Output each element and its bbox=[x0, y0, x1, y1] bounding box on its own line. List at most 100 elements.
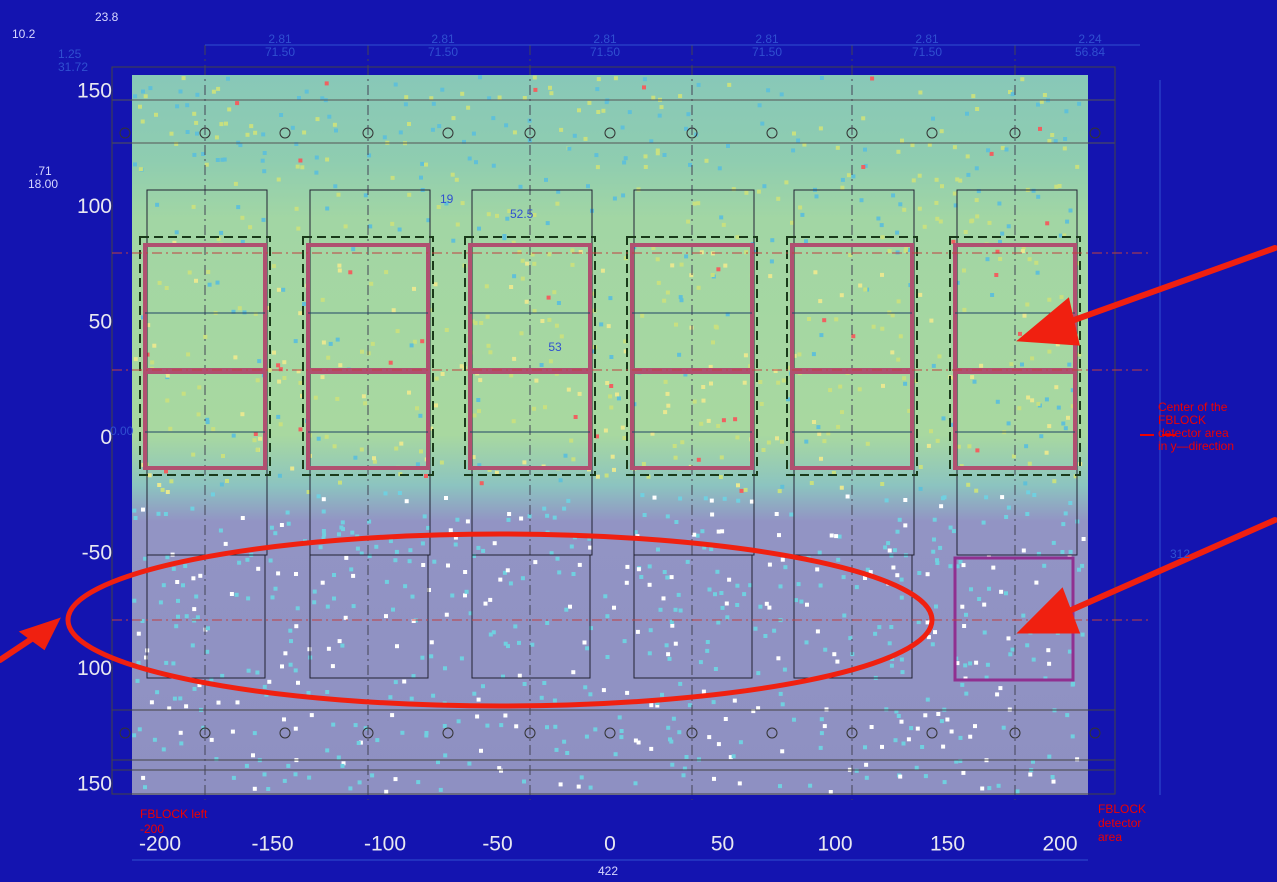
pixel bbox=[658, 114, 662, 118]
pixel bbox=[919, 465, 923, 469]
pixel bbox=[642, 462, 646, 466]
pixel bbox=[670, 624, 674, 628]
pixel bbox=[182, 392, 186, 396]
pixel bbox=[767, 606, 771, 610]
pixel bbox=[296, 227, 300, 231]
pixel bbox=[396, 329, 400, 333]
pixel bbox=[241, 516, 245, 520]
pixel bbox=[870, 725, 874, 729]
pixel bbox=[544, 178, 548, 182]
pixel bbox=[547, 318, 551, 322]
pixel bbox=[523, 96, 527, 100]
pixel bbox=[162, 583, 166, 587]
pixel bbox=[710, 499, 714, 503]
pixel bbox=[847, 173, 851, 177]
pixel bbox=[711, 340, 715, 344]
pixel bbox=[326, 605, 330, 609]
pixel bbox=[525, 262, 529, 266]
pixel bbox=[517, 641, 521, 645]
pixel bbox=[416, 462, 420, 466]
annotation: FBLOCK left bbox=[140, 807, 208, 821]
pixel bbox=[358, 780, 362, 784]
pixel bbox=[466, 519, 470, 523]
pixel bbox=[564, 454, 568, 458]
pixel bbox=[224, 122, 228, 126]
pixel bbox=[164, 661, 168, 665]
pixel bbox=[1007, 636, 1011, 640]
pixel bbox=[314, 396, 318, 400]
pixel bbox=[950, 730, 954, 734]
pixel bbox=[429, 654, 433, 658]
pixel bbox=[932, 538, 936, 542]
pixel bbox=[337, 193, 341, 197]
dimension: 2.81 bbox=[755, 32, 779, 46]
pixel bbox=[594, 153, 598, 157]
pixel bbox=[1023, 314, 1027, 318]
pixel bbox=[783, 565, 787, 569]
pixel bbox=[150, 700, 154, 704]
pixel bbox=[707, 735, 711, 739]
pixel bbox=[677, 353, 681, 357]
pixel bbox=[384, 491, 388, 495]
pixel bbox=[971, 94, 975, 98]
pixel bbox=[968, 735, 972, 739]
pixel bbox=[468, 157, 472, 161]
pixel bbox=[589, 786, 593, 790]
pixel bbox=[966, 154, 970, 158]
pixel bbox=[487, 344, 491, 348]
pixel bbox=[274, 587, 278, 591]
pixel bbox=[445, 328, 449, 332]
pixel bbox=[480, 481, 484, 485]
annotation: FBLOCK bbox=[1098, 802, 1146, 816]
pixel bbox=[532, 407, 536, 411]
pixel bbox=[901, 670, 905, 674]
pixel bbox=[973, 724, 977, 728]
pixel bbox=[166, 490, 170, 494]
pixel bbox=[372, 456, 376, 460]
pixel bbox=[742, 592, 746, 596]
pixel bbox=[577, 108, 581, 112]
pixel bbox=[455, 518, 459, 522]
pixel bbox=[492, 164, 496, 168]
pixel bbox=[161, 488, 165, 492]
pixel bbox=[669, 740, 673, 744]
pixel bbox=[707, 419, 711, 423]
pixel bbox=[395, 550, 399, 554]
pixel bbox=[353, 456, 357, 460]
pixel bbox=[443, 753, 447, 757]
pixel bbox=[193, 687, 197, 691]
pixel bbox=[479, 321, 483, 325]
pixel bbox=[383, 135, 387, 139]
pixel bbox=[521, 259, 525, 263]
pixel bbox=[172, 567, 176, 571]
pixel bbox=[1000, 232, 1004, 236]
pixel bbox=[137, 632, 141, 636]
pixel bbox=[605, 100, 609, 104]
pixel bbox=[940, 719, 944, 723]
dimension: 18.00 bbox=[28, 177, 58, 191]
pixel bbox=[697, 83, 701, 87]
pixel bbox=[405, 499, 409, 503]
x-tick-label: -100 bbox=[364, 833, 406, 856]
slide: -200-150-100-50050100150200150100500-501… bbox=[0, 0, 1277, 882]
pixel bbox=[407, 391, 411, 395]
pixel bbox=[880, 273, 884, 277]
pixel bbox=[1008, 652, 1012, 656]
pixel bbox=[206, 626, 210, 630]
pixel bbox=[203, 335, 207, 339]
pixel bbox=[479, 749, 483, 753]
pixel bbox=[570, 248, 574, 252]
pixel bbox=[693, 202, 697, 206]
pixel bbox=[272, 264, 276, 268]
pixel bbox=[639, 575, 643, 579]
pixel bbox=[779, 584, 783, 588]
pixel bbox=[410, 697, 414, 701]
y-tick-label: 150 bbox=[77, 773, 112, 796]
pixel bbox=[858, 284, 862, 288]
pixel bbox=[820, 731, 824, 735]
pixel bbox=[1054, 385, 1058, 389]
annotation: FBLOCK bbox=[1158, 413, 1206, 427]
pixel bbox=[662, 299, 666, 303]
pixel bbox=[514, 724, 518, 728]
pixel bbox=[192, 205, 196, 209]
